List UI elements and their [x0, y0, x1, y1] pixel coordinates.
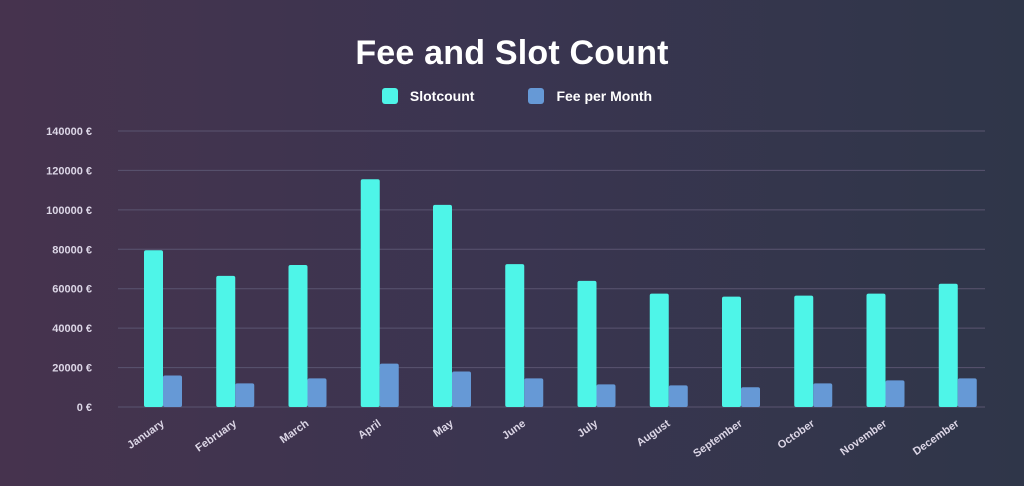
chart-title: Fee and Slot Count	[355, 34, 669, 72]
bar-fee[interactable]	[163, 375, 182, 407]
y-tick-label: 60000 €	[52, 284, 92, 296]
bar-fee[interactable]	[813, 383, 833, 407]
bar-slotcount[interactable]	[433, 204, 452, 407]
bar-fee[interactable]	[524, 378, 544, 407]
bar-fee[interactable]	[596, 384, 616, 407]
bar-fee[interactable]	[379, 363, 399, 407]
legend-swatch-fee	[528, 88, 545, 104]
bar-fee[interactable]	[235, 383, 255, 407]
legend-swatch-slotcount	[381, 88, 398, 104]
x-category-label: April	[356, 418, 383, 442]
legend-label-fee: Fee per Month	[556, 88, 653, 104]
bar-fee[interactable]	[452, 371, 471, 407]
bar-slotcount[interactable]	[794, 295, 814, 407]
legend-item-fee[interactable]: Fee per Month	[528, 88, 652, 104]
bar-slotcount[interactable]	[505, 264, 525, 407]
y-tick-label: 0 €	[77, 402, 92, 414]
legend-item-slotcount[interactable]: Slotcount	[381, 88, 475, 104]
bar-slotcount[interactable]	[722, 296, 741, 407]
bar-fee[interactable]	[885, 380, 905, 407]
x-category-label: February	[194, 417, 240, 454]
x-category-label: October	[776, 417, 818, 451]
bar-slotcount[interactable]	[288, 265, 308, 407]
y-tick-label: 20000 €	[52, 363, 92, 375]
bar-slotcount[interactable]	[649, 293, 669, 407]
x-category-label: June	[500, 418, 528, 443]
bar-fee[interactable]	[741, 387, 760, 407]
legend: Slotcount Fee per Month	[0, 88, 1024, 104]
bar-fee[interactable]	[307, 378, 327, 407]
bar-slotcount[interactable]	[577, 280, 597, 407]
bar-fee[interactable]	[668, 385, 688, 407]
y-tick-label: 140000 €	[46, 126, 92, 138]
x-category-label: August	[635, 417, 673, 449]
x-category-label: September	[691, 417, 745, 460]
y-tick-label: 100000 €	[46, 205, 92, 217]
bar-slotcount[interactable]	[866, 293, 886, 407]
x-category-label: July	[575, 417, 601, 440]
bar-fee[interactable]	[957, 378, 977, 407]
bar-slotcount[interactable]	[938, 283, 958, 407]
x-category-label: December	[911, 417, 962, 458]
x-category-label: May	[431, 417, 456, 440]
bar-slotcount[interactable]	[216, 275, 236, 407]
y-tick-label: 120000 €	[46, 165, 92, 177]
x-category-label: January	[125, 417, 167, 452]
bar-slotcount[interactable]	[360, 179, 380, 407]
legend-label-slotcount: Slotcount	[409, 88, 475, 104]
x-category-label: March	[278, 417, 312, 446]
bar-slotcount[interactable]	[144, 250, 163, 407]
y-tick-label: 40000 €	[52, 323, 92, 335]
y-tick-label: 80000 €	[52, 244, 92, 256]
x-category-label: November	[838, 417, 890, 458]
